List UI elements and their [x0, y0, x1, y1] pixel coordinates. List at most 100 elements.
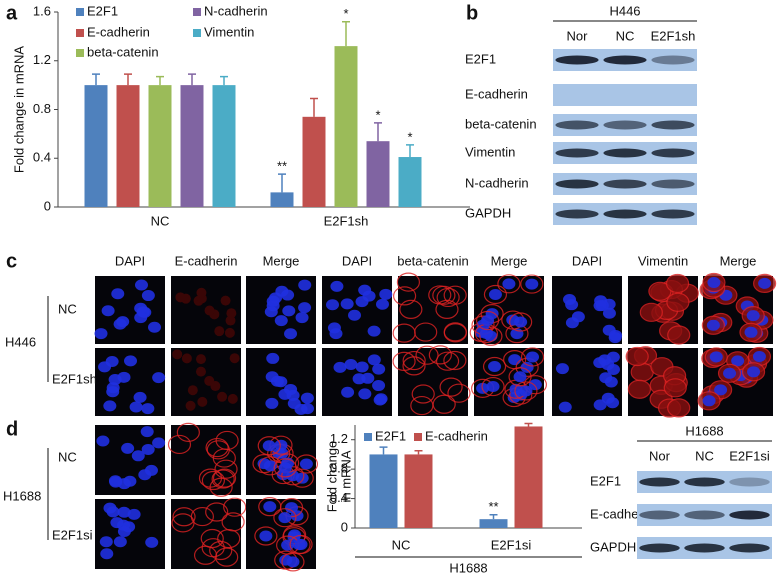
nucleus: [602, 307, 616, 319]
bar: [404, 454, 433, 528]
blot-band: [603, 148, 647, 158]
nucleus: [299, 458, 313, 470]
blot-band: [555, 179, 599, 189]
nucleus: [295, 312, 309, 324]
nucleus: [134, 279, 148, 291]
cell-stain: [435, 351, 460, 371]
cell-stain: [224, 327, 235, 338]
nucleus: [144, 464, 158, 476]
cell-stain: [482, 356, 507, 377]
nucleus: [133, 391, 147, 403]
blot-band: [651, 120, 695, 130]
blot-band: [603, 179, 647, 189]
blot-row-label: N-cadherin: [465, 175, 529, 190]
cell-stain: [195, 354, 206, 365]
bar: [479, 519, 508, 528]
blot-band: [651, 148, 695, 158]
legend-label: E-cadherin: [425, 428, 488, 443]
cell-stain: [212, 468, 237, 488]
cell-stain: [204, 305, 215, 316]
nucleus: [288, 529, 302, 541]
cell-stain: [220, 295, 231, 306]
cell-stain: [497, 274, 521, 294]
nucleus: [599, 372, 613, 384]
nucleus: [702, 395, 716, 407]
x-tick-label: E2F1si: [491, 537, 532, 552]
nucleus: [263, 501, 277, 513]
cell-stain: [205, 502, 229, 522]
cell-stain: [289, 534, 313, 555]
nucleus: [514, 316, 528, 328]
nucleus: [285, 502, 299, 514]
nucleus: [300, 392, 314, 404]
y-axis-label: Fold change in mRNA: [11, 46, 26, 173]
nucleus: [752, 350, 766, 362]
cell-stain: [195, 366, 206, 377]
cell-stain: [665, 273, 690, 294]
cell-line: H446: [5, 334, 36, 349]
nucleus: [375, 298, 389, 310]
cell-stain: [229, 353, 240, 364]
nucleus: [110, 517, 124, 529]
nucleus: [606, 397, 620, 409]
error-bar: [220, 75, 228, 86]
nucleus: [528, 379, 542, 391]
nucleus: [509, 383, 523, 395]
y-tick-label: 0.8: [33, 101, 51, 116]
cell-stain: [475, 310, 500, 331]
nucleus: [508, 354, 522, 366]
bar: [369, 454, 398, 528]
cell-stain: [481, 376, 505, 397]
cell-stain: [205, 437, 229, 458]
error-bar: [342, 21, 350, 47]
legend-label: N-cadherin: [204, 3, 268, 18]
nucleus: [593, 399, 607, 411]
bar: [270, 192, 294, 207]
lane-label: Nor: [567, 28, 589, 43]
cell-stain: [627, 379, 652, 399]
bar: [148, 85, 172, 207]
nucleus: [286, 556, 300, 568]
nucleus: [298, 279, 312, 291]
blot-group: H1688: [685, 423, 723, 438]
blot-row-label: GAPDH: [465, 205, 511, 220]
legend-swatch: [193, 8, 201, 16]
cell-stain: [667, 325, 691, 345]
cell-stain: [181, 353, 192, 364]
nucleus: [274, 315, 288, 327]
nucleus: [99, 536, 113, 548]
cell-stain: [281, 552, 305, 572]
error-bar: [124, 73, 132, 86]
y-tick-label: 0: [341, 519, 348, 534]
cell-stain: [211, 469, 235, 489]
panel-letter: a: [6, 2, 18, 24]
column-label: DAPI: [342, 253, 372, 268]
cell-stain: [215, 547, 239, 567]
nucleus: [131, 450, 145, 462]
nucleus: [266, 352, 280, 364]
nucleus: [111, 288, 125, 300]
nucleus: [367, 325, 381, 337]
nucleus: [109, 476, 123, 488]
nucleus: [372, 380, 386, 392]
row-label: E2F1sh: [52, 371, 97, 386]
blot-band: [684, 543, 725, 553]
blot-band: [639, 543, 680, 553]
cell-stain: [212, 448, 236, 468]
cell-stain: [214, 459, 238, 479]
lane-label: E2F1sh: [651, 28, 696, 43]
nucleus: [127, 508, 141, 520]
bar: [366, 141, 390, 207]
cell-stain: [221, 512, 245, 532]
error-bar: [188, 73, 196, 86]
nucleus: [502, 278, 516, 290]
nucleus: [340, 298, 354, 310]
nucleus: [488, 288, 502, 300]
nucleus: [519, 385, 533, 397]
cell-stain: [447, 383, 471, 403]
cell-stain: [273, 508, 297, 528]
blot-row-label: E-cadherin: [465, 86, 528, 101]
lane-label: E2F1si: [729, 448, 770, 463]
nucleus: [278, 512, 292, 524]
y-tick-label: 1.6: [33, 3, 51, 18]
